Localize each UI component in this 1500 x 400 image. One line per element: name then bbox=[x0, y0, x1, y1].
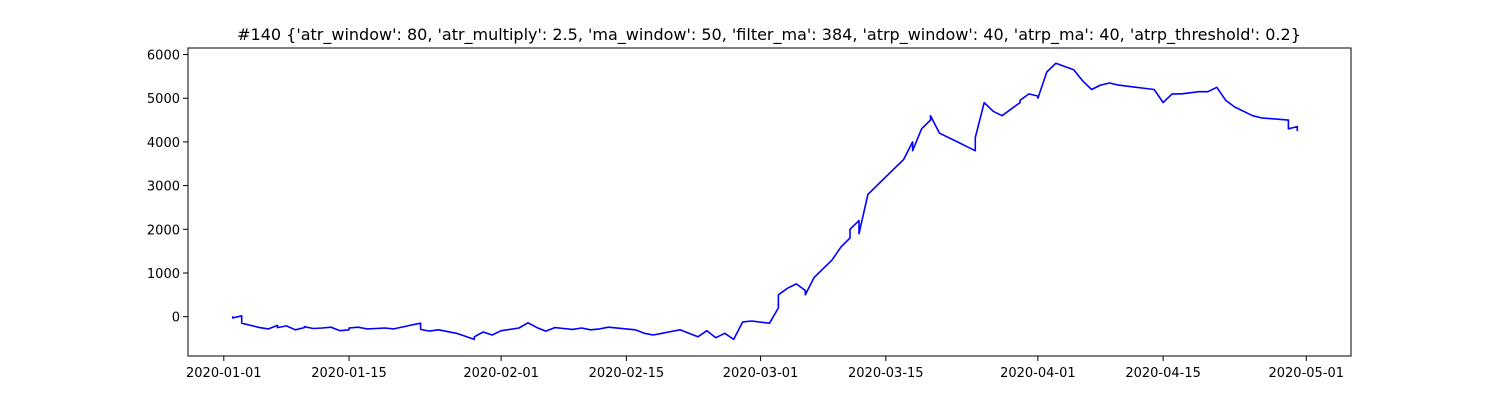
x-tick-label: 2020-01-15 bbox=[311, 366, 387, 381]
x-tick-label: 2020-04-01 bbox=[1000, 366, 1076, 381]
series-line-0 bbox=[231, 62, 1299, 341]
plot-frame bbox=[187, 47, 1352, 357]
x-tick-label: 2020-04-15 bbox=[1125, 366, 1201, 381]
x-tick-label: 2020-03-01 bbox=[723, 366, 799, 381]
x-tick-label: 2020-02-15 bbox=[589, 366, 665, 381]
y-tick-label: 5000 bbox=[147, 92, 180, 107]
x-tick-label: 2020-03-15 bbox=[848, 366, 924, 381]
x-tick-label: 2020-01-01 bbox=[186, 366, 262, 381]
chart-title: #140 {'atr_window': 80, 'atr_multiply': … bbox=[237, 25, 1301, 45]
y-tick-label: 1000 bbox=[147, 267, 180, 282]
y-tick-label: 6000 bbox=[147, 49, 180, 64]
y-tick-label: 0 bbox=[172, 311, 180, 326]
y-tick-label: 3000 bbox=[147, 180, 180, 195]
plot-area bbox=[231, 62, 1299, 341]
y-axis: 0 1000 2000 3000 4000 5000 6000 bbox=[147, 49, 188, 326]
y-tick-label: 4000 bbox=[147, 136, 180, 151]
x-axis: 2020-01-01 2020-01-15 2020-02-01 2020-02-15… bbox=[186, 356, 1344, 381]
y-tick-label: 2000 bbox=[147, 223, 180, 238]
x-tick-label: 2020-02-01 bbox=[463, 366, 539, 381]
x-tick-label: 2020-05-01 bbox=[1268, 366, 1344, 381]
